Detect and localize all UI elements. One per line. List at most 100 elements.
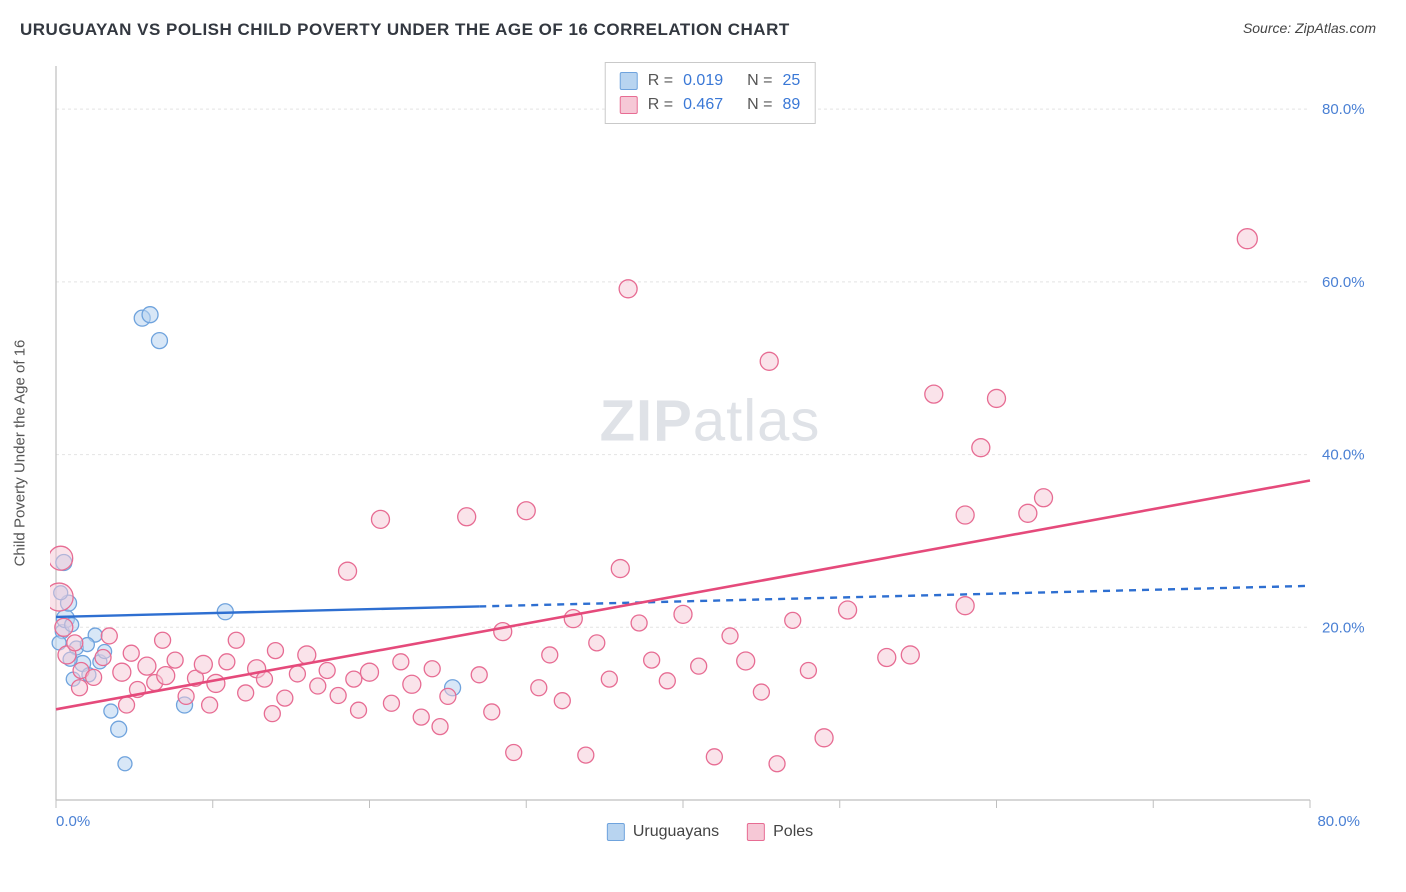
stats-row: R = 0.467 N = 89 (620, 93, 801, 117)
data-point (142, 307, 158, 323)
data-point (264, 706, 280, 722)
data-point (1019, 504, 1037, 522)
n-value: 89 (782, 93, 800, 117)
data-point (737, 652, 755, 670)
data-point (101, 628, 117, 644)
data-point (517, 502, 535, 520)
data-point (155, 632, 171, 648)
legend-swatch (747, 823, 765, 841)
scatter-plot: 20.0%40.0%60.0%80.0%0.0%80.0% (50, 60, 1370, 845)
data-point (956, 506, 974, 524)
data-point (956, 597, 974, 615)
data-point (310, 678, 326, 694)
data-point (578, 747, 594, 763)
data-point (659, 673, 675, 689)
data-point (67, 635, 83, 651)
data-point (219, 654, 235, 670)
y-tick-label: 60.0% (1322, 274, 1365, 291)
data-point (484, 704, 500, 720)
data-point (506, 745, 522, 761)
data-point (458, 508, 476, 526)
data-point (839, 601, 857, 619)
data-point (878, 649, 896, 667)
data-point (339, 562, 357, 580)
data-point (194, 655, 212, 673)
data-point (178, 688, 194, 704)
data-point (138, 657, 156, 675)
data-point (631, 615, 647, 631)
data-point (346, 671, 362, 687)
legend: Uruguayans Poles (607, 823, 813, 841)
data-point (753, 684, 769, 700)
trend-line (56, 480, 1310, 709)
chart-title: URUGUAYAN VS POLISH CHILD POVERTY UNDER … (20, 20, 790, 40)
data-point (157, 667, 175, 685)
data-point (691, 658, 707, 674)
data-point (769, 756, 785, 772)
r-value: 0.467 (683, 93, 723, 117)
y-tick-label: 80.0% (1322, 101, 1365, 118)
r-label: R = (648, 93, 673, 117)
n-value: 25 (782, 69, 800, 93)
data-point (72, 680, 88, 696)
data-point (371, 510, 389, 528)
chart-area: Child Poverty Under the Age of 16 20.0%4… (50, 60, 1370, 845)
series-swatch (620, 96, 638, 114)
data-point (1237, 229, 1257, 249)
n-label: N = (747, 69, 772, 93)
data-point (55, 618, 73, 636)
n-label: N = (747, 93, 772, 117)
data-point (118, 757, 132, 771)
data-point (383, 695, 399, 711)
data-point (202, 697, 218, 713)
header: URUGUAYAN VS POLISH CHILD POVERTY UNDER … (0, 0, 1406, 50)
data-point (95, 650, 111, 666)
r-label: R = (648, 69, 673, 93)
data-point (815, 729, 833, 747)
data-point (403, 675, 421, 693)
x-tick-label: 80.0% (1317, 813, 1360, 830)
data-point (167, 652, 183, 668)
legend-swatch (607, 823, 625, 841)
legend-item: Uruguayans (607, 823, 719, 841)
data-point (531, 680, 547, 696)
data-point (800, 662, 816, 678)
data-point (706, 749, 722, 765)
r-value: 0.019 (683, 69, 723, 93)
stats-row: R = 0.019 N = 25 (620, 69, 801, 93)
data-point (554, 693, 570, 709)
data-point (413, 709, 429, 725)
data-point (330, 688, 346, 704)
y-tick-label: 40.0% (1322, 447, 1365, 464)
trend-line-dashed (479, 586, 1310, 607)
data-point (319, 662, 335, 678)
data-point (86, 669, 102, 685)
data-point (494, 623, 512, 641)
data-point (785, 612, 801, 628)
data-point (674, 605, 692, 623)
data-point (123, 645, 139, 661)
data-point (361, 663, 379, 681)
data-point (471, 667, 487, 683)
source-attribution: Source: ZipAtlas.com (1243, 20, 1376, 36)
data-point (611, 560, 629, 578)
legend-label: Uruguayans (633, 823, 719, 841)
y-tick-label: 20.0% (1322, 619, 1365, 636)
data-point (111, 721, 127, 737)
data-point (564, 610, 582, 628)
data-point (50, 546, 73, 570)
data-point (267, 643, 283, 659)
legend-item: Poles (747, 823, 813, 841)
data-point (644, 652, 660, 668)
data-point (207, 674, 225, 692)
data-point (277, 690, 293, 706)
data-point (228, 632, 244, 648)
data-point (601, 671, 617, 687)
data-point (542, 647, 558, 663)
data-point (351, 702, 367, 718)
y-axis-label: Child Poverty Under the Age of 16 (12, 339, 29, 566)
data-point (760, 352, 778, 370)
data-point (50, 583, 73, 611)
data-point (1035, 489, 1053, 507)
data-point (432, 719, 448, 735)
